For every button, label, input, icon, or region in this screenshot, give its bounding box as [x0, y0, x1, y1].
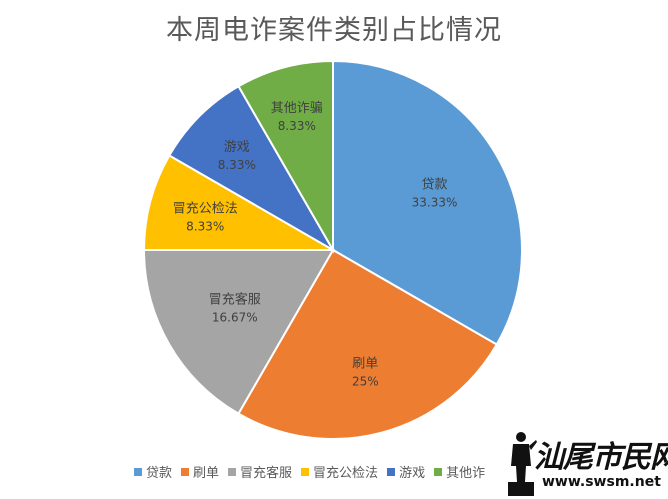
legend-label-1: 刷单 [193, 466, 220, 481]
slice-label-3: 冒充公检法 [173, 201, 238, 217]
legend-label-3: 冒充公检法 [313, 466, 379, 481]
legend-item-1: 刷单 [181, 462, 219, 481]
watermark-url: www.swsm.net [542, 474, 661, 490]
pie-slice-5 [237, 59, 334, 254]
slice-value-1: 25% [352, 375, 379, 389]
slice-value-3: 8.33% [186, 220, 224, 234]
slice-label-0: 贷款 [421, 177, 447, 192]
legend-item-4: 游戏 [387, 462, 425, 481]
watermark-text: 汕尾市民网 [534, 440, 668, 475]
statue-icon [508, 432, 537, 496]
pie-slice-0 [332, 59, 523, 346]
legend-swatch-1 [181, 468, 190, 476]
slice-label-2: 冒充客服 [209, 292, 261, 308]
pie-slice-2 [142, 248, 335, 416]
slice-label-5: 其他诈骗 [271, 101, 323, 116]
slice-value-2: 16.67% [212, 311, 258, 325]
legend-swatch-3 [301, 468, 310, 476]
legend-item-2: 冒充客服 [228, 462, 292, 481]
legend-label-5: 其他诈 [446, 466, 486, 481]
chart-title: 本周电诈案件类别占比情况 [166, 15, 502, 46]
legend-item-0: 贷款 [134, 462, 172, 481]
legend-item-5: 其他诈 [434, 462, 485, 481]
legend-swatch-0 [134, 468, 142, 476]
pie-slice-1 [237, 248, 499, 440]
slice-value-0: 33.33% [412, 195, 458, 209]
legend-swatch-5 [434, 468, 443, 476]
slice-value-5: 8.33% [278, 119, 316, 133]
legend-label-4: 游戏 [399, 466, 426, 481]
legend-label-0: 贷款 [146, 466, 173, 481]
legend-item-3: 冒充公检法 [301, 462, 378, 481]
slice-label-1: 刷单 [352, 357, 378, 372]
chart-legend: 贷款 刷单 冒充客服 冒充公检法 游戏 其他诈 [134, 462, 554, 484]
legend-swatch-4 [387, 468, 396, 476]
watermark: 汕尾市民网 www.swsm.net [498, 428, 668, 499]
pie-slice-3 [142, 154, 337, 252]
slice-label-4: 游戏 [224, 140, 250, 155]
slice-value-4: 8.33% [218, 158, 256, 172]
legend-label-2: 冒充客服 [240, 466, 293, 481]
pie-slice-4 [167, 84, 336, 253]
legend-swatch-2 [228, 468, 237, 476]
